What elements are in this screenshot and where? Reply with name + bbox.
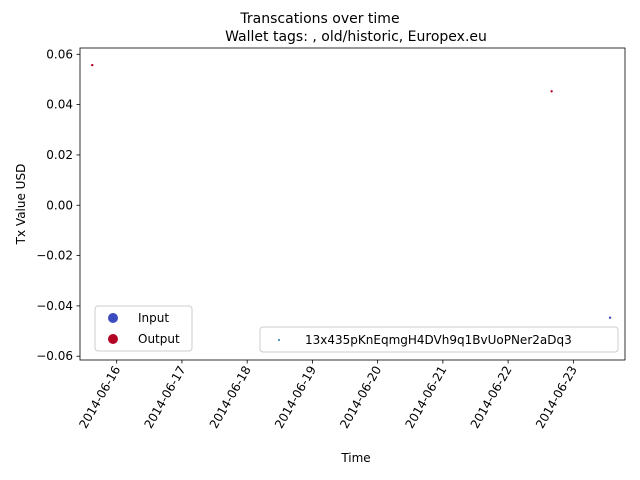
y-axis: 0.06 0.04 0.02 0.00 −0.02 −0.04 −0.06 xyxy=(36,47,80,363)
x-tick-label: 2014-06-22 xyxy=(468,364,515,431)
y-tick-label: −0.04 xyxy=(36,299,73,313)
y-tick-label: 0.04 xyxy=(46,98,73,112)
output-point xyxy=(91,63,94,67)
data-points xyxy=(91,63,612,319)
y-tick-label: −0.06 xyxy=(36,349,73,363)
legend-series: 13x435pKnEqmgH4DVh9q1BvUoPNer2aDq3 xyxy=(259,326,619,353)
output-point xyxy=(550,90,553,93)
x-tick-label: 2014-06-18 xyxy=(207,364,254,431)
y-tick-label: 0.06 xyxy=(46,47,73,61)
y-tick-label: 0.02 xyxy=(46,148,73,162)
legend-types-frame xyxy=(94,305,193,352)
chart-title: Wallet tags: , old/historic, Europex.eu xyxy=(225,29,487,45)
legend-series-marker xyxy=(278,339,280,341)
x-axis: 2014-06-16 2014-06-17 2014-06-18 2014-06-19… xyxy=(76,360,580,431)
chart-suptitle: Transcations over time xyxy=(239,11,399,27)
y-axis-title: Tx Value USD xyxy=(14,164,28,246)
x-tick-label: 2014-06-21 xyxy=(402,364,449,431)
legend-output-label: Output xyxy=(138,332,180,346)
y-tick-label: −0.02 xyxy=(36,249,73,263)
legend-input-label: Input xyxy=(138,311,169,325)
x-tick-label: 2014-06-17 xyxy=(142,364,189,431)
legend-input-marker xyxy=(108,313,118,323)
x-tick-label: 2014-06-16 xyxy=(76,364,123,431)
legend-types: Input Output xyxy=(94,305,193,352)
legend-output-marker xyxy=(108,334,118,344)
legend-series-frame xyxy=(259,326,619,353)
y-tick-label: 0.00 xyxy=(46,198,73,212)
x-tick-label: 2014-06-23 xyxy=(533,364,580,431)
x-axis-title: Time xyxy=(340,451,370,465)
legend-series-label: 13x435pKnEqmgH4DVh9q1BvUoPNer2aDq3 xyxy=(305,333,572,347)
x-tick-label: 2014-06-20 xyxy=(337,364,384,431)
input-point xyxy=(608,316,612,319)
x-tick-label: 2014-06-19 xyxy=(272,364,319,431)
